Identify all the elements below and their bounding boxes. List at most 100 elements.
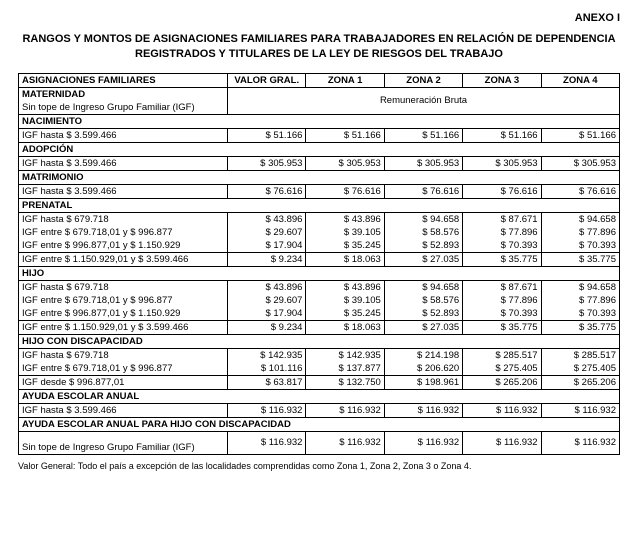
adopcion-range: IGF hasta $ 3.599.466: [19, 156, 228, 170]
cell: $ 51.166: [541, 128, 619, 142]
cell: $ 198.961: [384, 375, 462, 389]
cell: $ 116.932: [541, 403, 619, 417]
matrimonio-title: MATRIMONIO: [19, 170, 620, 184]
cell: $ 51.166: [384, 128, 462, 142]
prenatal-r3: IGF entre $ 996.877,01 y $ 1.150.929$ 17…: [19, 239, 620, 253]
hcd-r2: IGF entre $ 679.718,01 y $ 996.877$ 101.…: [19, 362, 620, 376]
matrimonio-range: IGF hasta $ 3.599.466: [19, 184, 228, 198]
range: IGF entre $ 1.150.929,01 y $ 3.599.466: [19, 320, 228, 334]
cell: $ 116.932: [463, 431, 541, 454]
col-zona3: ZONA 3: [463, 73, 541, 87]
cell: $ 77.896: [463, 294, 541, 307]
hijo-title-row: HIJO: [19, 266, 620, 280]
annex-label: ANEXO I: [18, 12, 620, 24]
range: IGF hasta $ 679.718: [19, 348, 228, 362]
cell: $ 305.953: [228, 156, 306, 170]
cell: $ 39.105: [306, 294, 384, 307]
aea-row: IGF hasta $ 3.599.466$ 116.932$ 116.932$…: [19, 403, 620, 417]
maternidad-title: MATERNIDAD: [19, 87, 228, 101]
cell: $ 76.616: [541, 184, 619, 198]
cell: $ 51.166: [306, 128, 384, 142]
hcd-r3: IGF desde $ 996.877,01$ 63.817$ 132.750$…: [19, 375, 620, 389]
cell: $ 77.896: [541, 226, 619, 239]
cell: $ 116.932: [228, 403, 306, 417]
cell: $ 305.953: [306, 156, 384, 170]
hijo-r3: IGF entre $ 996.877,01 y $ 1.150.929$ 17…: [19, 307, 620, 321]
adopcion-title: ADOPCIÓN: [19, 142, 620, 156]
cell: $ 77.896: [463, 226, 541, 239]
aeah-row: Sin tope de Ingreso Grupo Familiar (IGF)…: [19, 431, 620, 454]
cell: $ 94.658: [384, 280, 462, 294]
cell: $ 43.896: [228, 280, 306, 294]
cell: $ 76.616: [463, 184, 541, 198]
cell: $ 35.775: [463, 320, 541, 334]
cell: $ 132.750: [306, 375, 384, 389]
page-title: RANGOS Y MONTOS DE ASIGNACIONES FAMILIAR…: [18, 32, 620, 63]
cell: $ 94.658: [384, 212, 462, 226]
cell: $ 275.405: [463, 362, 541, 376]
cell: $ 116.932: [541, 431, 619, 454]
cell: $ 18.063: [306, 320, 384, 334]
hcd-title: HIJO CON DISCAPACIDAD: [19, 334, 620, 348]
cell: $ 17.904: [228, 239, 306, 253]
cell: $ 305.953: [384, 156, 462, 170]
maternidad-title-row: MATERNIDADRemuneración Bruta: [19, 87, 620, 101]
adopcion-title-row: ADOPCIÓN: [19, 142, 620, 156]
range: IGF entre $ 679.718,01 y $ 996.877: [19, 226, 228, 239]
aeah-title-row: AYUDA ESCOLAR ANUAL PARA HIJO CON DISCAP…: [19, 417, 620, 431]
nacimiento-range: IGF hasta $ 3.599.466: [19, 128, 228, 142]
cell: $ 206.620: [384, 362, 462, 376]
cell: $ 116.932: [306, 403, 384, 417]
cell: $ 35.245: [306, 307, 384, 321]
cell: $ 9.234: [228, 252, 306, 266]
cell: $ 35.775: [463, 252, 541, 266]
cell: $ 116.932: [384, 431, 462, 454]
maternidad-sub: Sin tope de Ingreso Grupo Familiar (IGF): [19, 101, 228, 115]
col-asignaciones: ASIGNACIONES FAMILIARES: [19, 73, 228, 87]
cell: $ 101.116: [228, 362, 306, 376]
cell: $ 35.245: [306, 239, 384, 253]
nacimiento-row: IGF hasta $ 3.599.466$ 51.166$ 51.166$ 5…: [19, 128, 620, 142]
hcd-title-row: HIJO CON DISCAPACIDAD: [19, 334, 620, 348]
cell: $ 87.671: [463, 212, 541, 226]
col-zona4: ZONA 4: [541, 73, 619, 87]
cell: $ 94.658: [541, 212, 619, 226]
cell: $ 27.035: [384, 252, 462, 266]
prenatal-title: PRENATAL: [19, 198, 620, 212]
hijo-r4: IGF entre $ 1.150.929,01 y $ 3.599.466$ …: [19, 320, 620, 334]
cell: $ 35.775: [541, 252, 619, 266]
cell: $ 52.893: [384, 307, 462, 321]
cell: $ 43.896: [306, 280, 384, 294]
cell: $ 76.616: [384, 184, 462, 198]
cell: $ 305.953: [541, 156, 619, 170]
nacimiento-title: NACIMIENTO: [19, 114, 620, 128]
header-row: ASIGNACIONES FAMILIARES VALOR GRAL. ZONA…: [19, 73, 620, 87]
aea-title: AYUDA ESCOLAR ANUAL: [19, 389, 620, 403]
cell: $ 70.393: [541, 239, 619, 253]
range: IGF entre $ 679.718,01 y $ 996.877: [19, 362, 228, 376]
footnote: Valor General: Todo el país a excepción …: [18, 461, 620, 471]
cell: $ 58.576: [384, 226, 462, 239]
range: IGF entre $ 1.150.929,01 y $ 3.599.466: [19, 252, 228, 266]
cell: $ 265.206: [463, 375, 541, 389]
cell: $ 116.932: [306, 431, 384, 454]
aea-title-row: AYUDA ESCOLAR ANUAL: [19, 389, 620, 403]
col-zona1: ZONA 1: [306, 73, 384, 87]
cell: $ 285.517: [463, 348, 541, 362]
cell: $ 70.393: [541, 307, 619, 321]
nacimiento-title-row: NACIMIENTO: [19, 114, 620, 128]
cell: $ 142.935: [228, 348, 306, 362]
cell: $ 285.517: [541, 348, 619, 362]
aeah-title: AYUDA ESCOLAR ANUAL PARA HIJO CON DISCAP…: [19, 417, 620, 431]
cell: $ 214.198: [384, 348, 462, 362]
cell: $ 116.932: [384, 403, 462, 417]
cell: $ 9.234: [228, 320, 306, 334]
cell: $ 142.935: [306, 348, 384, 362]
adopcion-row: IGF hasta $ 3.599.466$ 305.953$ 305.953$…: [19, 156, 620, 170]
cell: $ 17.904: [228, 307, 306, 321]
range: IGF hasta $ 679.718: [19, 280, 228, 294]
cell: $ 27.035: [384, 320, 462, 334]
col-zona2: ZONA 2: [384, 73, 462, 87]
range: IGF hasta $ 679.718: [19, 212, 228, 226]
range: IGF desde $ 996.877,01: [19, 375, 228, 389]
